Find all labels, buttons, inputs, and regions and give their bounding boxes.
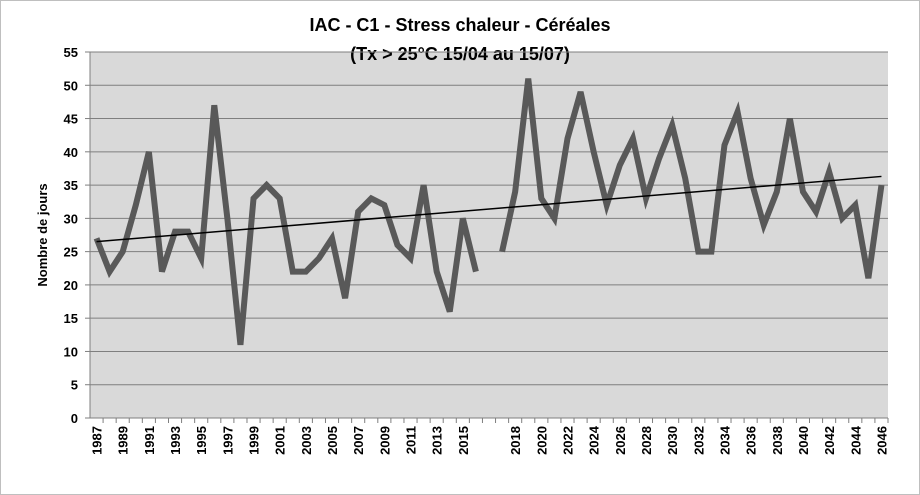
x-tick-label: 1999 (247, 426, 262, 455)
y-tick-label: 5 (71, 378, 78, 393)
data-line (499, 78, 885, 279)
x-tick-label: 2003 (299, 426, 314, 455)
x-tick-label: 1997 (220, 426, 235, 455)
y-tick-label: 35 (64, 178, 78, 193)
y-tick-label: 15 (64, 311, 78, 326)
chart-subtitle: (Tx > 25°C 15/04 au 15/07) (350, 44, 570, 64)
x-tick-label: 2022 (560, 426, 575, 455)
y-tick-label: 0 (71, 411, 78, 426)
x-tick-label: 2032 (691, 426, 706, 455)
x-tick-label: 2034 (717, 425, 732, 455)
y-tick-label: 55 (64, 45, 78, 60)
x-tick-label: 2013 (430, 426, 445, 455)
x-tick-label: 2042 (822, 426, 837, 455)
x-tick-label: 2018 (508, 426, 523, 455)
x-tick-label: 2038 (770, 426, 785, 455)
x-tick-label: 2044 (848, 425, 863, 455)
x-tick-label: 1989 (116, 426, 131, 455)
y-tick-label: 50 (64, 78, 78, 93)
x-tick-label: 2011 (404, 426, 419, 454)
x-tick-label: 2020 (534, 426, 549, 455)
x-tick-label: 2024 (587, 425, 602, 455)
x-tick-label: 2026 (613, 426, 628, 455)
x-tick-label: 2040 (796, 426, 811, 455)
data-line (93, 104, 479, 346)
x-tick-label: 2001 (273, 426, 288, 455)
x-tick-label: 1987 (90, 426, 105, 455)
x-tick-label: 2028 (639, 426, 654, 455)
x-tick-label: 1993 (168, 426, 183, 455)
trend-line (96, 175, 882, 243)
y-tick-label: 20 (64, 278, 78, 293)
x-tick-label: 1991 (142, 426, 157, 455)
x-tick-label: 2046 (874, 426, 889, 455)
x-tick-label: 2009 (377, 426, 392, 455)
y-tick-label: 25 (64, 245, 78, 260)
x-tick-label: 2005 (325, 426, 340, 455)
y-axis-label: Nombre de jours (35, 183, 50, 286)
x-tick-label: 2036 (744, 426, 759, 455)
y-tick-label: 30 (64, 211, 78, 226)
x-tick-label: 1995 (194, 426, 209, 455)
chart-title: IAC - C1 - Stress chaleur - Céréales (309, 15, 610, 35)
y-tick-label: 40 (64, 145, 78, 160)
x-tick-label: 2015 (456, 426, 471, 455)
x-tick-label: 2030 (665, 426, 680, 455)
plot-area (90, 52, 888, 418)
y-tick-label: 45 (64, 112, 78, 127)
x-tick-label: 2007 (351, 426, 366, 455)
y-tick-label: 10 (64, 344, 78, 359)
